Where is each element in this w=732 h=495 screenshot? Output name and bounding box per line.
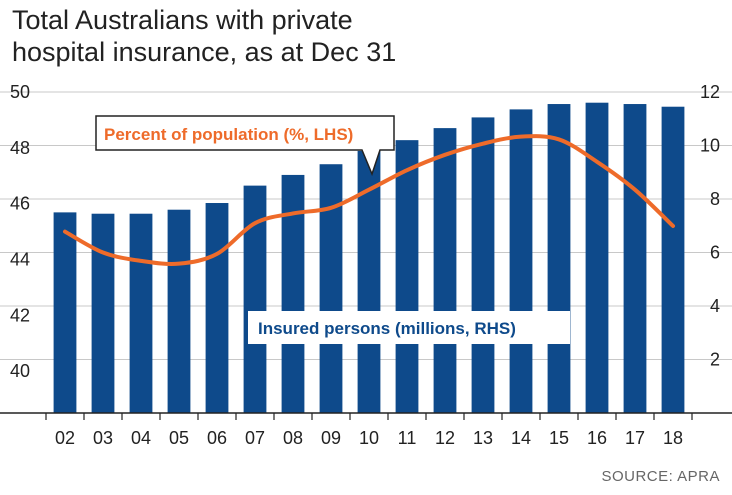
insured-callout-text: Insured persons (millions, RHS) bbox=[258, 319, 516, 338]
bar-09 bbox=[319, 164, 343, 413]
x-tick-label-10: 10 bbox=[359, 428, 379, 448]
bar-12 bbox=[433, 128, 457, 414]
x-tick-label-14: 14 bbox=[511, 428, 531, 448]
left-tick-label-42: 42 bbox=[10, 305, 30, 325]
left-tick-label-46: 46 bbox=[10, 194, 30, 214]
chart-title-line-2: hospital insurance, as at Dec 31 bbox=[12, 37, 397, 67]
x-tick-label-05: 05 bbox=[169, 428, 189, 448]
bar-series bbox=[53, 102, 685, 414]
x-tick-label-04: 04 bbox=[131, 428, 151, 448]
bar-07 bbox=[243, 185, 267, 413]
x-tick-label-08: 08 bbox=[283, 428, 303, 448]
x-tick-label-06: 06 bbox=[207, 428, 227, 448]
percent-callout-box bbox=[95, 115, 395, 177]
bar-14 bbox=[509, 109, 533, 413]
x-tick-label-02: 02 bbox=[55, 428, 75, 448]
bar-16 bbox=[585, 102, 609, 413]
x-tick-label-09: 09 bbox=[321, 428, 341, 448]
x-tick-label-15: 15 bbox=[549, 428, 569, 448]
bar-13 bbox=[471, 117, 495, 413]
insured-callout-box bbox=[248, 311, 570, 344]
x-tick-label-07: 07 bbox=[245, 428, 265, 448]
line-series bbox=[63, 134, 675, 266]
bar-11 bbox=[395, 140, 419, 413]
left-tick-label-48: 48 bbox=[10, 138, 30, 158]
bar-17 bbox=[623, 104, 647, 413]
x-tick-label-17: 17 bbox=[625, 428, 645, 448]
chart-title-line-1: Total Australians with private bbox=[12, 5, 353, 35]
right-tick-label-6: 6 bbox=[710, 243, 720, 263]
axes: 02 03 04 05 06 07 08 09 10 11 12 13 14 15 16 17 18504846… bbox=[0, 82, 732, 448]
chart-title: Total Australians with private hospital … bbox=[12, 4, 712, 68]
x-tick-label-13: 13 bbox=[473, 428, 493, 448]
x-tick-label-18: 18 bbox=[663, 428, 683, 448]
percent-callout: Percent of population (%, LHS) bbox=[95, 115, 395, 177]
bar-03 bbox=[91, 213, 115, 413]
left-tick-label-40: 40 bbox=[10, 361, 30, 381]
bar-10 bbox=[357, 150, 381, 413]
bar-06 bbox=[205, 203, 229, 413]
bar-08 bbox=[281, 174, 305, 413]
bar-05 bbox=[167, 209, 191, 413]
right-tick-label-10: 10 bbox=[700, 136, 720, 156]
bar-04 bbox=[129, 213, 153, 413]
bar-15 bbox=[547, 104, 571, 413]
x-tick-label-12: 12 bbox=[435, 428, 455, 448]
source-label: SOURCE: APRA bbox=[601, 468, 720, 485]
x-tick-label-03: 03 bbox=[93, 428, 113, 448]
insured-callout: Insured persons (millions, RHS) bbox=[248, 311, 570, 344]
right-tick-label-8: 8 bbox=[710, 189, 720, 209]
x-tick-label-16: 16 bbox=[587, 428, 607, 448]
right-tick-label-2: 2 bbox=[710, 350, 720, 370]
right-tick-label-4: 4 bbox=[710, 296, 720, 316]
x-tick-label-11: 11 bbox=[398, 428, 417, 448]
percent-callout-text: Percent of population (%, LHS) bbox=[104, 125, 353, 144]
right-tick-label-12: 12 bbox=[700, 82, 720, 102]
bar-02 bbox=[53, 212, 77, 413]
bar-18 bbox=[661, 106, 685, 414]
left-tick-label-50: 50 bbox=[10, 82, 30, 102]
left-tick-label-44: 44 bbox=[10, 249, 30, 269]
